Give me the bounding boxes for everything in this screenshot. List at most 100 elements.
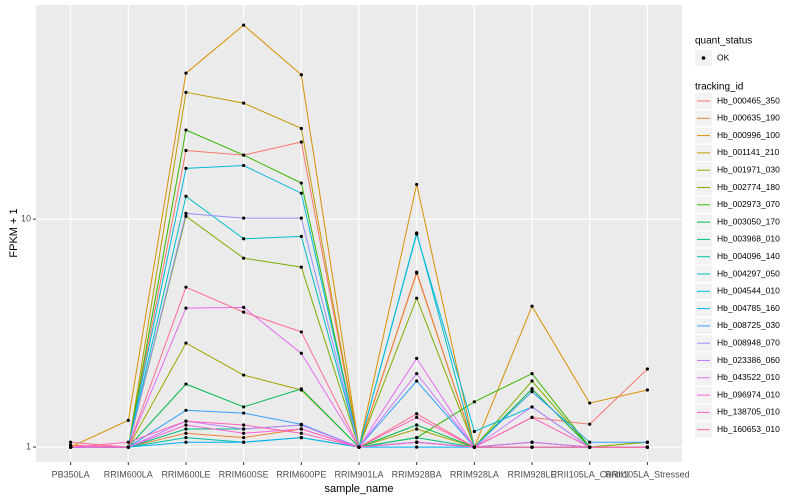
x-tick-label: RRIM928BA: [392, 469, 442, 479]
data-point: [645, 388, 649, 392]
data-point: [184, 128, 188, 132]
data-point: [299, 265, 303, 269]
x-tick-label: RRIM600PE: [276, 469, 326, 479]
x-tick-label: RRIM600LE: [161, 469, 210, 479]
x-tick-label: PB350LA: [52, 469, 90, 479]
data-point: [184, 194, 188, 198]
data-point: [415, 423, 419, 427]
data-point: [415, 379, 419, 383]
legend-label: Hb_043522_010: [717, 372, 780, 382]
legend-label: Hb_023386_060: [717, 355, 780, 365]
data-point: [299, 126, 303, 131]
data-point: [69, 445, 73, 449]
data-point: [184, 166, 188, 170]
x-tick-label: RRII105LA_Control: [551, 469, 629, 479]
data-point: [242, 237, 246, 241]
data-point: [242, 431, 246, 435]
data-point: [357, 445, 361, 449]
legend-label: Hb_002973_070: [717, 199, 780, 209]
legend-label: Hb_160653_010: [717, 424, 780, 434]
legend-label: Hb_096974_010: [717, 389, 780, 399]
data-point: [415, 415, 419, 419]
legend-label: Hb_001971_030: [717, 164, 780, 174]
data-point: [184, 423, 188, 427]
data-point: [472, 445, 476, 449]
data-point: [530, 304, 534, 308]
data-point: [299, 140, 303, 144]
legend-label: Hb_002774_180: [717, 182, 780, 192]
data-point: [242, 23, 246, 27]
data-point: [184, 148, 188, 153]
legend-label: Hb_008948_070: [717, 337, 780, 347]
data-point: [184, 306, 188, 310]
legend-label: Hb_004785_160: [717, 303, 780, 313]
x-tick-label: RRIM901LA: [334, 469, 383, 479]
data-point: [530, 379, 534, 383]
legend-label: Hb_000635_190: [717, 113, 780, 123]
data-point: [415, 372, 419, 376]
legend-label: OK: [717, 52, 730, 62]
data-point: [415, 445, 419, 449]
data-point: [242, 405, 246, 409]
data-point: [299, 427, 303, 431]
x-tick-label: RRII105LA_Stressed: [605, 469, 690, 479]
data-point: [184, 408, 188, 412]
y-tick-label: 1: [26, 441, 31, 451]
data-point: [299, 351, 303, 355]
data-point: [126, 418, 130, 422]
data-point: [299, 330, 303, 334]
data-point: [472, 429, 476, 434]
x-tick-label: RRIM928LA: [450, 469, 499, 479]
data-point: [472, 400, 476, 404]
data-point: [530, 387, 534, 391]
x-tick-label: RRIM600LA: [104, 469, 153, 479]
data-point: [415, 232, 419, 236]
data-point: [184, 440, 188, 444]
legend-label: Hb_004297_050: [717, 268, 780, 278]
data-point: [242, 440, 246, 444]
data-point: [530, 390, 534, 394]
data-point: [415, 436, 419, 440]
data-point: [242, 411, 246, 415]
data-point: [299, 181, 303, 185]
legend-label: Hb_000465_350: [717, 95, 780, 105]
data-point: [415, 182, 419, 187]
legend-label: Hb_000996_100: [717, 130, 780, 140]
data-point: [184, 341, 188, 345]
data-point: [415, 296, 419, 300]
data-point: [299, 431, 303, 435]
data-point: [184, 90, 188, 94]
data-point: [184, 382, 188, 386]
data-point: [242, 256, 246, 260]
data-point: [299, 216, 303, 220]
data-point: [299, 234, 303, 239]
data-point: [242, 436, 246, 440]
data-point: [242, 373, 246, 377]
data-point: [530, 372, 534, 376]
data-point: [299, 423, 303, 427]
y-tick-label: 10: [21, 214, 31, 224]
data-point: [415, 427, 419, 431]
data-point: [69, 440, 73, 444]
data-point: [645, 367, 649, 371]
data-point: [184, 211, 188, 215]
data-point: [242, 423, 246, 427]
data-point: [184, 419, 188, 423]
data-point: [126, 440, 130, 444]
data-point: [588, 401, 592, 405]
data-point: [530, 440, 534, 444]
data-point: [242, 310, 246, 314]
data-point: [530, 415, 534, 419]
legend-label: Hb_004096_140: [717, 251, 780, 261]
data-point: [184, 427, 188, 431]
legend-label: Hb_001141_210: [717, 147, 780, 157]
data-point: [415, 412, 419, 416]
data-point: [184, 431, 188, 435]
data-point: [645, 440, 649, 444]
data-point: [242, 427, 246, 431]
data-point: [415, 440, 419, 444]
legend-label: Hb_004544_010: [717, 286, 780, 296]
x-tick-label: RRIM928LE: [508, 469, 557, 479]
y-axis-title: FPKM + 1: [8, 208, 20, 257]
